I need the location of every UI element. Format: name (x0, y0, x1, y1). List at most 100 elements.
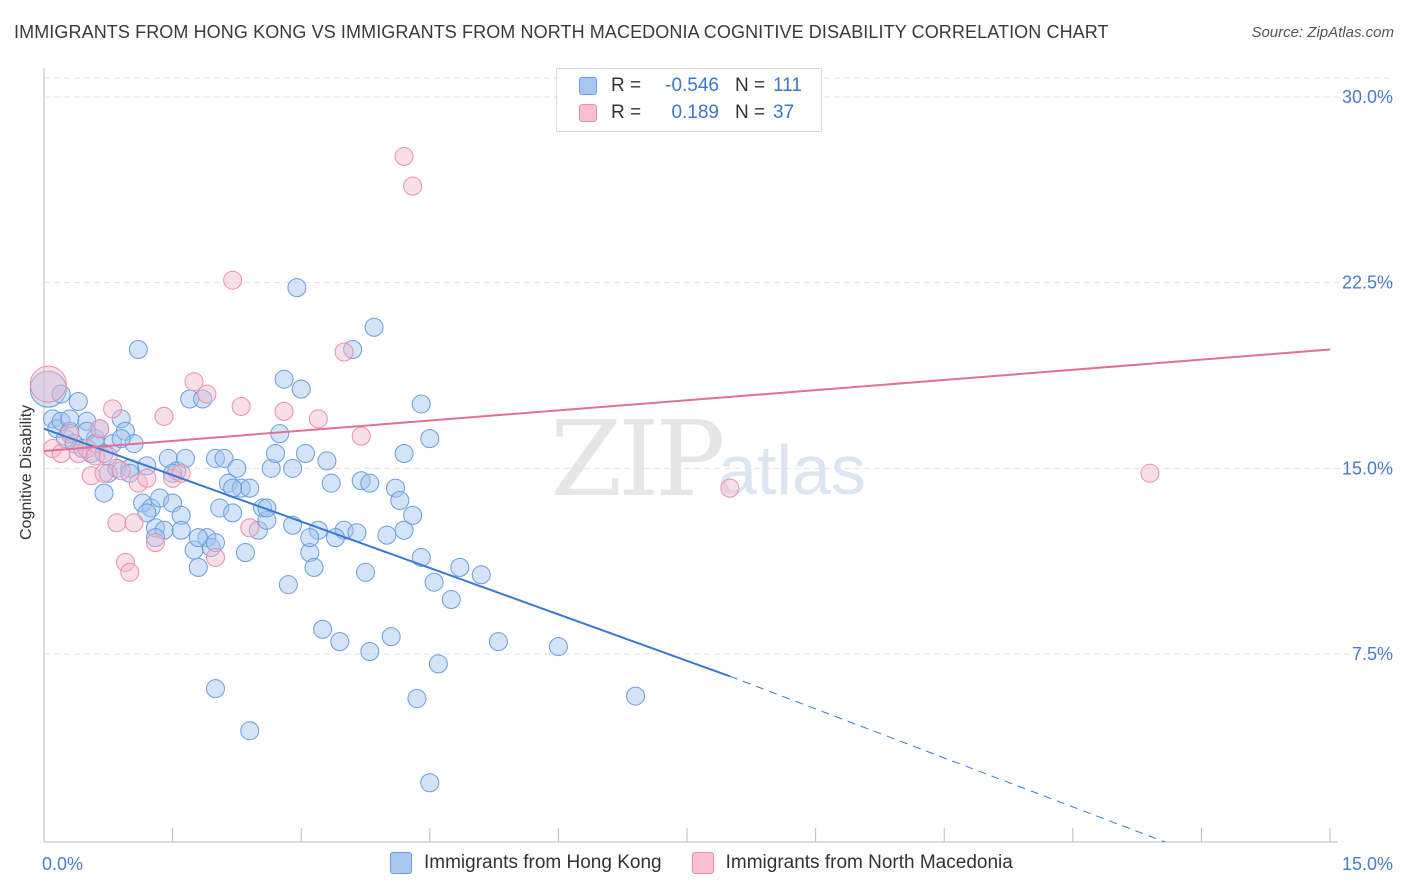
north-macedonia-point (145, 533, 165, 553)
hong-kong-point (428, 654, 448, 674)
north-macedonia-point (308, 409, 328, 429)
north-macedonia-point (51, 443, 71, 463)
hong-kong-point (381, 627, 401, 647)
legend-row-north-macedonia: R = 0.189 N = 37 (579, 100, 794, 126)
north-macedonia-point (120, 562, 140, 582)
hong-kong-point (364, 317, 384, 337)
hong-kong-point (29, 370, 67, 408)
series-swatch-hong-kong (390, 852, 412, 874)
hong-kong-point (377, 525, 397, 545)
series-legend: Immigrants from Hong Kong Immigrants fro… (390, 852, 1043, 874)
hong-kong-point (227, 458, 247, 478)
hong-kong-point (261, 458, 281, 478)
hong-kong-point (394, 443, 414, 463)
hong-kong-point (424, 572, 444, 592)
north-macedonia-point (403, 176, 423, 196)
hong-kong-point (278, 575, 298, 595)
series-label-north-macedonia: Immigrants from North Macedonia (725, 852, 1013, 873)
north-macedonia-point (394, 146, 414, 166)
north-macedonia-point (351, 426, 371, 446)
hong-kong-point (330, 632, 350, 652)
hong-kong-point (626, 686, 646, 706)
hong-kong-point (390, 491, 410, 511)
hong-kong-point (441, 590, 461, 610)
north-macedonia-point (29, 365, 67, 403)
hong-kong-point (548, 637, 568, 657)
hong-kong-point (394, 520, 414, 540)
hong-kong-point (265, 443, 285, 463)
hong-kong-point (450, 557, 470, 577)
series-swatch-north-macedonia (691, 852, 714, 874)
hong-kong-point (420, 773, 440, 793)
hong-kong-point (171, 520, 191, 540)
hong-kong-point (240, 721, 260, 741)
north-macedonia-point (124, 513, 144, 533)
north-macedonia-point (205, 547, 225, 567)
hong-kong-point (175, 448, 195, 468)
north-macedonia-point (137, 468, 157, 488)
y-tick-label: 22.5% (1342, 273, 1393, 293)
north-macedonia-point (60, 424, 80, 444)
legend-row-hong-kong: R = -0.546 N = 111 (579, 73, 802, 99)
hong-kong-point (360, 473, 380, 493)
north-macedonia-point (223, 270, 243, 290)
hong-kong-point (403, 505, 423, 525)
north-macedonia-point (184, 372, 204, 392)
hong-kong-point (313, 619, 333, 639)
legend-n-value: 111 (773, 75, 802, 96)
x-tick-label: 15.0% (1342, 854, 1393, 874)
legend-n-label: N = (735, 102, 766, 123)
hong-kong-point (171, 505, 191, 525)
hong-kong-point (300, 543, 320, 563)
series-legend-north-macedonia[interactable]: Immigrants from North Macedonia (691, 852, 1013, 874)
north-macedonia-point (171, 463, 191, 483)
north-macedonia-point (103, 399, 123, 419)
hong-kong-point (274, 369, 294, 389)
north-macedonia-point (154, 406, 174, 426)
hong-kong-trend-extension (729, 675, 1166, 843)
chart-title: IMMIGRANTS FROM HONG KONG VS IMMIGRANTS … (14, 22, 1109, 42)
north-macedonia-point (240, 518, 260, 538)
y-tick-label: 15.0% (1342, 458, 1393, 478)
y-tick-label: 7.5% (1352, 644, 1393, 664)
north-macedonia-point (111, 461, 131, 481)
legend-n-value: 37 (773, 102, 795, 123)
hong-kong-point (295, 443, 315, 463)
hong-kong-point (300, 528, 320, 548)
hong-kong-point (360, 642, 380, 662)
hong-kong-point (317, 451, 337, 471)
hong-kong-point (411, 394, 431, 414)
north-macedonia-point (115, 552, 135, 572)
hong-kong-point (188, 557, 208, 577)
north-macedonia-point (107, 513, 127, 533)
hong-kong-point (291, 379, 311, 399)
y-tick-label: 30.0% (1342, 87, 1393, 107)
hong-kong-point (205, 533, 225, 553)
legend-n-label: N = (735, 75, 766, 96)
north-macedonia-point (720, 478, 740, 498)
x-tick-label: 0.0% (42, 854, 83, 874)
hong-kong-point (150, 488, 170, 508)
series-label-hong-kong: Immigrants from Hong Kong (424, 852, 662, 873)
north-macedonia-point (1140, 463, 1160, 483)
hong-kong-trend-line (43, 427, 731, 678)
hong-kong-point (283, 458, 303, 478)
watermark-zip: ZIP (550, 398, 725, 520)
hong-kong-point (223, 503, 243, 523)
hong-kong-point (210, 498, 230, 518)
north-macedonia-point (197, 384, 217, 404)
legend-r-value: 0.189 (671, 102, 719, 123)
north-macedonia-point (274, 401, 294, 421)
hong-kong-point (60, 409, 80, 429)
watermark-atlas: atlas (718, 431, 866, 509)
correlation-legend: R = -0.546 N = 111 R = 0.189 N = 37 (556, 68, 822, 132)
hong-kong-point (420, 429, 440, 449)
hong-kong-point (214, 448, 234, 468)
hong-kong-point (235, 543, 255, 563)
hong-kong-point (386, 478, 406, 498)
series-legend-hong-kong[interactable]: Immigrants from Hong Kong (390, 852, 662, 874)
legend-swatch-north-macedonia (579, 104, 597, 122)
hong-kong-point (488, 632, 508, 652)
chart-source: Source: ZipAtlas.com (1251, 24, 1394, 41)
